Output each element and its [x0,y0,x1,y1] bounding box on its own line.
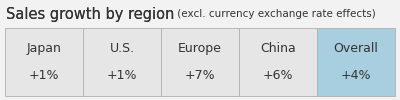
Bar [5,28,83,96]
Text: +1%: +1% [107,69,137,82]
Text: (excl. currency exchange rate effects): (excl. currency exchange rate effects) [174,9,376,19]
Text: +1%: +1% [29,69,59,82]
Bar [317,28,395,96]
Text: +4%: +4% [341,69,371,82]
Text: Sales growth by region: Sales growth by region [6,6,174,22]
Text: Europe: Europe [178,42,222,55]
Text: U.S.: U.S. [110,42,134,55]
Bar [161,28,239,96]
Text: Japan: Japan [26,42,62,55]
Bar [83,28,161,96]
Text: China: China [260,42,296,55]
Text: Sales growth by region: Sales growth by region [6,6,174,22]
Text: +7%: +7% [185,69,215,82]
Bar [239,28,317,96]
Text: Overall: Overall [334,42,378,55]
Text: +6%: +6% [263,69,293,82]
